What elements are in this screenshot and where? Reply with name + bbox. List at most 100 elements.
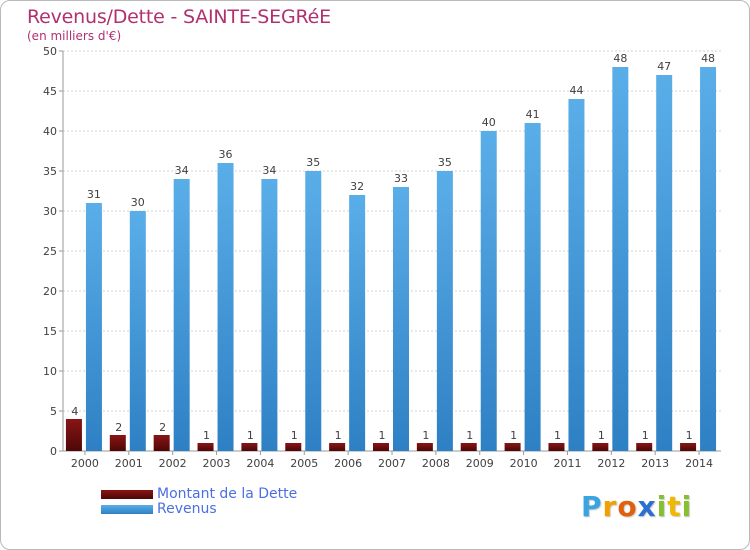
bar-dette (153, 435, 170, 451)
grid-layer (59, 50, 721, 455)
data-label-revenus: 36 (219, 148, 233, 161)
bar-revenus (656, 75, 673, 451)
y-tick-label: 30 (43, 205, 57, 218)
data-label-revenus: 47 (657, 60, 671, 73)
data-label-dette: 2 (115, 421, 122, 434)
logo-letter: r (602, 490, 618, 523)
x-tick-label: 2000 (71, 457, 99, 470)
data-label-revenus: 48 (701, 52, 715, 65)
data-label-dette: 1 (422, 429, 429, 442)
bar-revenus (612, 67, 629, 451)
data-label-dette: 1 (686, 429, 693, 442)
x-tick-label: 2008 (422, 457, 450, 470)
data-label-revenus: 31 (87, 188, 101, 201)
bar-dette (373, 443, 389, 451)
bar-revenus (436, 171, 453, 451)
bar-revenus (129, 211, 146, 451)
bar-revenus (568, 99, 585, 451)
x-tick-label: 2009 (466, 457, 494, 470)
bar-revenus (305, 171, 322, 451)
chart-title: Revenus/Dette - SAINTE-SEGRéE (27, 6, 331, 28)
logo-letter: t (667, 490, 682, 523)
bar-revenus (700, 67, 717, 451)
x-tick-label: 2002 (159, 457, 187, 470)
bar-revenus (349, 195, 366, 451)
bar-dette (109, 435, 126, 451)
data-label-dette: 1 (291, 429, 298, 442)
data-label-revenus: 32 (350, 180, 364, 193)
x-tick-label: 2010 (510, 457, 538, 470)
bar-dette (65, 419, 82, 451)
data-label-revenus: 30 (131, 196, 145, 209)
legend-swatch-revenus (101, 505, 153, 514)
y-tick-label: 50 (43, 45, 57, 58)
data-label-dette: 1 (247, 429, 254, 442)
data-label-dette: 2 (159, 421, 166, 434)
logo-letter: P (581, 490, 603, 523)
bar-dette (460, 443, 477, 451)
y-tick-label: 15 (43, 325, 57, 338)
y-tick-label: 35 (43, 165, 57, 178)
bar-dette (548, 443, 565, 451)
y-tick-label: 20 (43, 285, 57, 298)
y-tick-label: 10 (43, 365, 57, 378)
bar-revenus (85, 203, 102, 451)
data-label-revenus: 41 (526, 108, 540, 121)
x-tick-label: 2012 (597, 457, 625, 470)
chart-subtitle: (en milliers d'€) (27, 29, 122, 43)
bar-dette (329, 443, 346, 451)
bar-dette (416, 443, 433, 451)
data-label-revenus: 44 (569, 84, 583, 97)
data-label-dette: 4 (71, 405, 78, 418)
data-label-revenus: 35 (438, 156, 452, 169)
data-label-dette: 1 (642, 429, 649, 442)
y-tick-label: 0 (50, 445, 57, 458)
data-label-revenus: 35 (306, 156, 320, 169)
data-label-dette: 1 (466, 429, 473, 442)
x-tick-label: 2014 (685, 457, 713, 470)
logo-letter: x (637, 490, 657, 523)
bar-dette (241, 443, 258, 451)
data-label-dette: 1 (554, 429, 561, 442)
x-tick-label: 2003 (203, 457, 231, 470)
data-label-revenus: 48 (613, 52, 627, 65)
legend-label-dette: Montant de la Dette (157, 486, 298, 502)
data-label-dette: 1 (510, 429, 517, 442)
bar-revenus (217, 163, 234, 451)
x-tick-label: 2001 (115, 457, 143, 470)
data-label-dette: 1 (598, 429, 605, 442)
logo-letter: i (656, 490, 668, 523)
x-tick-label: 2004 (246, 457, 274, 470)
bar-dette (504, 443, 521, 451)
x-tick-label: 2006 (334, 457, 362, 470)
x-tick-label: 2011 (553, 457, 581, 470)
data-label-revenus: 34 (175, 164, 189, 177)
logo-letter: i (681, 490, 693, 523)
bar-dette (285, 443, 302, 451)
bar-revenus (480, 131, 497, 451)
data-label-dette: 1 (379, 429, 386, 442)
y-tick-label: 5 (50, 405, 57, 418)
y-tick-label: 45 (43, 85, 57, 98)
legend-item-dette: Montant de la Dette (101, 486, 361, 503)
data-label-revenus: 33 (394, 172, 408, 185)
data-label-revenus: 34 (262, 164, 276, 177)
x-tick-label: 2005 (290, 457, 318, 470)
logo-letter: o (617, 490, 638, 523)
y-tick-label: 40 (43, 125, 57, 138)
bar-dette (592, 443, 609, 451)
proxiti-logo: Proxiti (581, 490, 692, 523)
bar-dette (680, 443, 697, 451)
data-label-dette: 1 (203, 429, 210, 442)
legend-item-revenus: Revenus (101, 501, 361, 518)
data-label-revenus: 40 (482, 116, 496, 129)
bar-layer (65, 67, 717, 451)
bar-revenus (524, 123, 541, 451)
x-tick-label: 2013 (641, 457, 669, 470)
legend-label-revenus: Revenus (157, 501, 217, 517)
bar-revenus (393, 187, 409, 451)
label-layer: 0 5 10 15 20 25 30 35 40 45 50 4 31 2000 2 30 2001 2 34 200… (43, 45, 715, 470)
bar-revenus (173, 179, 190, 451)
